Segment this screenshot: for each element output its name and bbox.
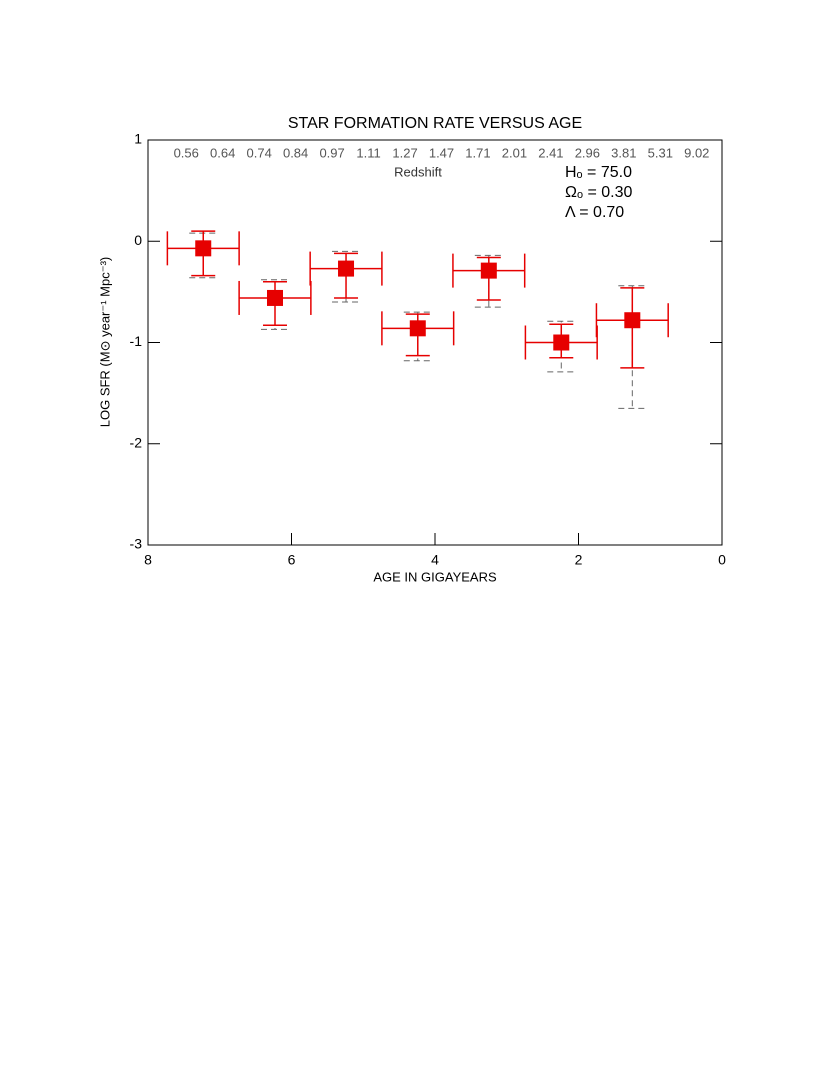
y-tick-label: 0 xyxy=(134,232,142,248)
x-tick-label: 0 xyxy=(718,552,726,568)
x2-label: 2.41 xyxy=(538,145,563,160)
chart-title: STAR FORMATION RATE VERSUS AGE xyxy=(288,115,582,132)
marker xyxy=(338,260,355,277)
marker xyxy=(553,334,570,351)
y-tick-label: 1 xyxy=(134,131,142,147)
y-tick-label: -3 xyxy=(130,536,143,552)
x-tick-label: 8 xyxy=(144,552,152,568)
x2-label: 0.84 xyxy=(283,145,308,160)
x2-label: 1.27 xyxy=(392,145,417,160)
x2-label: 0.74 xyxy=(247,145,272,160)
marker xyxy=(480,262,497,279)
marker xyxy=(195,240,212,257)
y-tick-label: -1 xyxy=(130,333,143,349)
y-tick-label: -2 xyxy=(130,434,143,450)
x2-label: 9.02 xyxy=(684,145,709,160)
marker xyxy=(624,312,641,329)
x2-label: 2.96 xyxy=(575,145,600,160)
x2-label: 0.64 xyxy=(210,145,235,160)
marker xyxy=(266,289,283,306)
x2-axis-label: Redshift xyxy=(394,164,442,179)
x2-label: 1.11 xyxy=(356,145,380,160)
x-tick-label: 6 xyxy=(288,552,296,568)
annotation: Λ = 0.70 xyxy=(565,204,624,221)
x-tick-label: 4 xyxy=(431,552,439,568)
y-axis-label: LOG SFR (M⊙ year⁻¹ Mpc⁻³) xyxy=(97,257,112,428)
x2-label: 3.81 xyxy=(611,145,636,160)
x2-label: 0.97 xyxy=(319,145,344,160)
annotation: Hₒ = 75.0 xyxy=(565,164,632,181)
x2-label: 0.56 xyxy=(174,145,199,160)
x2-label: 2.01 xyxy=(502,145,527,160)
x-tick-label: 2 xyxy=(575,552,583,568)
x2-label: 5.31 xyxy=(648,145,673,160)
plot-frame xyxy=(147,139,723,546)
x2-label: 1.47 xyxy=(429,145,454,160)
marker xyxy=(409,320,426,337)
annotation: Ωₒ = 0.30 xyxy=(565,184,632,201)
x2-label: 1.71 xyxy=(465,145,490,160)
x-axis-label: AGE IN GIGAYEARS xyxy=(373,569,497,584)
